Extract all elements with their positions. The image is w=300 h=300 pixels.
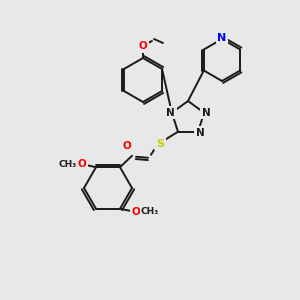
Text: O: O [139, 41, 147, 51]
Text: N: N [167, 108, 175, 118]
Text: O: O [78, 159, 86, 169]
Text: N: N [196, 128, 204, 138]
Text: O: O [123, 141, 131, 151]
Text: N: N [202, 108, 211, 118]
Text: CH₃: CH₃ [59, 160, 77, 169]
Text: S: S [156, 139, 164, 149]
Text: CH₃: CH₃ [141, 207, 159, 216]
Text: N: N [218, 33, 226, 43]
Text: O: O [132, 207, 140, 217]
